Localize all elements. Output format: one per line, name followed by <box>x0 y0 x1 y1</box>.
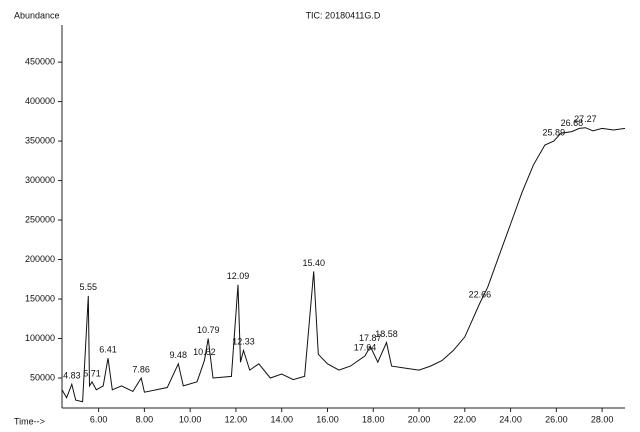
x-tick-label: 22.00 <box>454 414 477 424</box>
x-tick-label: 14.00 <box>270 414 293 424</box>
x-tick-label: 20.00 <box>408 414 431 424</box>
peak-label: 25.89 <box>543 127 566 137</box>
peak-label: 12.09 <box>227 271 250 281</box>
peak-label: 10.62 <box>193 347 216 357</box>
peak-label: 10.79 <box>197 325 220 335</box>
tic-line <box>61 127 626 403</box>
y-tick-label: 200000 <box>25 254 55 264</box>
peak-label: 15.40 <box>302 258 325 268</box>
y-tick-label: 400000 <box>25 96 55 106</box>
peak-label: 17.64 <box>354 342 377 352</box>
peak-label: 9.48 <box>169 350 187 360</box>
peak-label: 5.71 <box>83 368 101 378</box>
peak-label: 4.83 <box>63 371 81 381</box>
peak-label: 7.86 <box>132 364 150 374</box>
peak-label: 12.33 <box>232 337 255 347</box>
y-tick-label: 50000 <box>30 372 55 382</box>
peak-label: 17.87 <box>359 333 382 343</box>
y-tick-label: 350000 <box>25 135 55 145</box>
chart-title: TIC: 20180411G.D <box>306 10 381 20</box>
y-tick-label: 150000 <box>25 293 55 303</box>
x-tick-label: 12.00 <box>225 414 248 424</box>
y-tick-label: 300000 <box>25 175 55 185</box>
x-tick-label: 18.00 <box>362 414 385 424</box>
peak-label: 22.66 <box>469 289 492 299</box>
peak-label: 26.68 <box>561 118 584 128</box>
x-tick-label: 26.00 <box>545 414 568 424</box>
peak-label: 18.58 <box>375 329 398 339</box>
y-tick-label: 450000 <box>25 56 55 66</box>
peak-label: 27.27 <box>574 114 597 124</box>
peak-label: 6.41 <box>99 345 117 355</box>
y-tick-label: 100000 <box>25 333 55 343</box>
x-tick-label: 16.00 <box>316 414 339 424</box>
peak-label: 5.55 <box>80 282 98 292</box>
x-tick-label: 10.00 <box>179 414 202 424</box>
x-tick-label: 28.00 <box>591 414 614 424</box>
x-tick-label: 24.00 <box>499 414 522 424</box>
x-axis-label: Time--> <box>14 416 45 426</box>
x-tick-label: 8.00 <box>136 414 154 424</box>
y-axis-label: Abundance <box>14 10 60 20</box>
y-tick-label: 250000 <box>25 214 55 224</box>
x-tick-label: 6.00 <box>90 414 108 424</box>
